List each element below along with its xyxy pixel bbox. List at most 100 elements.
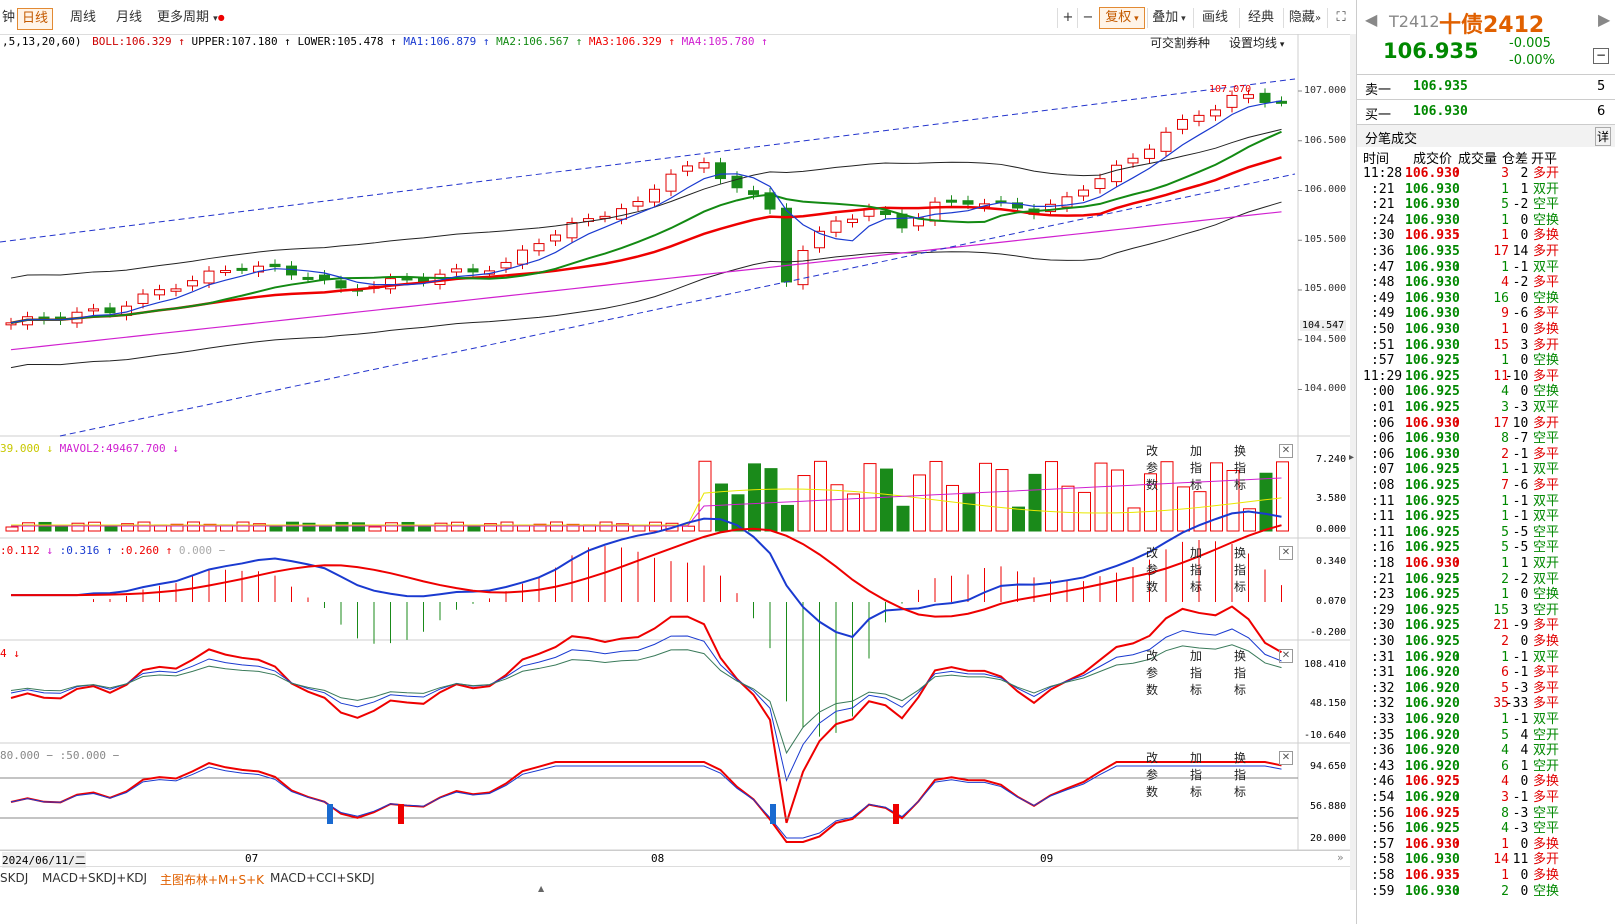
kdj-close-icon[interactable]: ✕	[1279, 751, 1293, 765]
cci-add-indicator-button[interactable]: 加指标	[1190, 649, 1203, 697]
up-arrow-icon: ↑	[661, 35, 682, 48]
tick-row: :30 106.935 ↑ 1 0 多换	[1357, 228, 1615, 244]
macd-add-indicator-button[interactable]: 加指标	[1190, 546, 1203, 594]
macd-edit-params-button[interactable]: 改参数	[1146, 546, 1159, 594]
adjust-button[interactable]: 复权 ▾	[1099, 7, 1145, 29]
period-tab-more[interactable]: 更多周期 ▾●	[153, 8, 229, 28]
tick-time: :48	[1371, 275, 1395, 291]
cci-switch-indicator-button[interactable]: 换指标	[1234, 649, 1247, 697]
tick-price: 106.930	[1405, 275, 1460, 291]
col-time: 时间	[1363, 152, 1390, 167]
volume-bar	[781, 504, 794, 532]
deliverable-bonds-link[interactable]: 可交割券种	[1150, 36, 1211, 50]
template-tab-macd-cci-skdj[interactable]: MACD+CCI+SKDJ	[270, 871, 375, 885]
period-tab-minute-cut[interactable]: 钟	[2, 10, 16, 25]
period-tab-monthly[interactable]: 月线	[116, 10, 143, 25]
d-line	[10, 765, 1282, 839]
trend-channel-upper	[0, 78, 1296, 243]
kdj-upper-value: 80.000	[0, 749, 40, 762]
zero-line-value: 0.000	[178, 544, 212, 557]
hide-button[interactable]: 隐藏»	[1283, 8, 1326, 28]
tick-row: :06 106.930 ↑ 17 10 多开	[1357, 416, 1615, 432]
tick-row: :29 106.925 15 3 空开	[1357, 603, 1615, 619]
tick-time: :06	[1371, 415, 1395, 431]
tick-price: 106.925	[1405, 462, 1460, 478]
vol-switch-indicator-button[interactable]: 换指标	[1234, 444, 1247, 492]
tick-price: 106.920	[1405, 727, 1460, 743]
tick-position-diff: 1	[1497, 556, 1529, 571]
vol-edit-params-button[interactable]: 改参数	[1146, 444, 1159, 492]
splitter[interactable]: ▸	[1349, 34, 1356, 890]
macd-axis-top: 0.340	[1316, 556, 1347, 567]
tick-position-diff: -3	[1497, 400, 1529, 415]
collapse-arrow-icon[interactable]: ▸	[1349, 452, 1355, 463]
kdj-add-indicator-button[interactable]: 加指标	[1190, 751, 1203, 799]
next-contract-icon[interactable]: ▶	[1598, 10, 1611, 29]
kline-chart-area[interactable]: ,5,13,20,60) BOLL:106.329 ↑ UPPER:107.18…	[0, 34, 1350, 868]
template-tab-skdj[interactable]: SKDJ	[0, 871, 29, 885]
kdj-mid-value: :50.000	[59, 749, 106, 762]
crosshair-price-label: 104.547	[1300, 320, 1347, 331]
up-arrow-icon: ↑	[476, 35, 497, 48]
tick-price: 106.935	[1405, 244, 1460, 259]
tick-time: :49	[1371, 290, 1395, 306]
cci-edit-params-button[interactable]: 改参数	[1146, 649, 1159, 697]
vol-add-indicator-button[interactable]: 加指标	[1190, 444, 1203, 492]
minimize-icon[interactable]: −	[1593, 48, 1609, 64]
ma-settings-link[interactable]: 设置均线 ▾	[1229, 34, 1284, 51]
cci-close-icon[interactable]: ✕	[1279, 649, 1293, 663]
candle-body	[847, 218, 858, 224]
price-label-107: 107.000	[1304, 85, 1347, 96]
tick-row: :56 106.925 4 -3 空平	[1357, 821, 1615, 837]
tick-position-diff: -1	[1497, 712, 1529, 727]
tick-position-diff: 0	[1497, 212, 1529, 228]
draw-line-button[interactable]: 画线	[1193, 8, 1236, 28]
collapse-up-icon[interactable]: ▲	[538, 884, 545, 893]
ticks-header: 时间 成交价 成交量 仓差 开平	[1357, 148, 1615, 167]
classic-button[interactable]: 经典	[1239, 8, 1282, 28]
cci-ma-line	[10, 628, 1282, 782]
tick-time: :01	[1371, 400, 1395, 415]
col-price: 成交价	[1413, 152, 1453, 167]
tick-row: :21 106.930 1 1 双开	[1357, 182, 1615, 198]
tick-volume: 4	[1462, 821, 1509, 837]
ticks-list[interactable]: 11:28 106.930 ↑ 3 2 多开:21 106.930 1 1 双开:21 10…	[1357, 166, 1615, 924]
tick-row: :32 106.920 35 -33 多平	[1357, 696, 1615, 712]
macd-switch-indicator-button[interactable]: 换指标	[1234, 546, 1247, 594]
ticks-detail-button[interactable]: 详	[1595, 127, 1612, 146]
fullscreen-icon[interactable]: ⛶	[1327, 8, 1354, 28]
candle-body	[764, 192, 776, 210]
tick-time: :21	[1371, 197, 1395, 213]
tick-time: :58	[1371, 852, 1395, 868]
dif-value: :0.316	[59, 544, 100, 557]
tick-row: :58 106.930 14 11 多开	[1357, 852, 1615, 868]
zoom-in-button[interactable]: +	[1057, 8, 1078, 28]
vol-close-icon[interactable]: ✕	[1279, 444, 1293, 458]
tick-open-close: 多换	[1533, 774, 1560, 790]
period-tab-weekly[interactable]: 周线	[70, 10, 97, 25]
template-tab-boll-active[interactable]: 主图布林+M+S+K	[160, 873, 265, 887]
tick-direction-icon: ↑	[1453, 836, 1461, 852]
tick-price: 106.925	[1405, 774, 1460, 790]
period-tab-daily[interactable]: 日线	[17, 8, 54, 30]
tick-position-diff: -9	[1497, 618, 1529, 634]
volume-bar	[55, 525, 68, 532]
template-tab-macd-skdj-kdj[interactable]: MACD+SKDJ+KDJ	[42, 871, 147, 885]
kdj-switch-indicator-button[interactable]: 换指标	[1234, 751, 1247, 799]
macd-close-icon[interactable]: ✕	[1279, 546, 1293, 560]
price-label-106-5: 106.500	[1304, 135, 1347, 146]
tick-price: 106.925	[1405, 368, 1460, 384]
overlay-button[interactable]: 叠加 ▾	[1147, 8, 1190, 28]
tick-row: :18 106.930 ↑ 1 1 双开	[1357, 556, 1615, 572]
prev-contract-icon[interactable]: ◀	[1365, 10, 1378, 29]
zoom-out-button[interactable]: −	[1077, 8, 1098, 28]
tick-row: :36 106.935 17 14 多开	[1357, 244, 1615, 260]
tick-position-diff: 1	[1497, 181, 1529, 197]
tick-time: :11	[1371, 524, 1395, 540]
kdj-edit-params-button[interactable]: 改参数	[1146, 751, 1159, 799]
overlay-label: 叠加	[1152, 10, 1179, 25]
scroll-right-icon[interactable]: »	[1337, 851, 1344, 864]
candle-body	[566, 222, 578, 239]
tick-price: 106.930	[1405, 197, 1460, 213]
tick-time: :00	[1371, 384, 1395, 400]
